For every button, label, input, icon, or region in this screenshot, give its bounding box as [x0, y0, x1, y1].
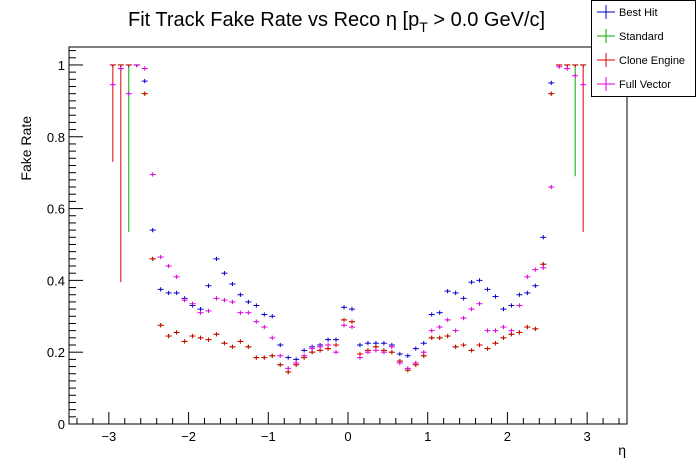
series-standard — [109, 64, 587, 375]
y-tick-label: 0.4 — [47, 273, 65, 288]
legend-label: Full Vector — [619, 79, 671, 91]
x-axis: −3 −2 −1 0 1 2 3 — [76, 412, 620, 444]
y-tick-label: 0.6 — [47, 202, 65, 217]
x-tick-label: 3 — [584, 429, 591, 444]
y-tick-label: 0.2 — [47, 345, 65, 360]
y-axis: 0 0.2 0.4 0.6 0.8 1 — [47, 50, 83, 432]
series-best-hit — [109, 64, 587, 362]
x-tick-label: −2 — [181, 429, 196, 444]
chart-title: Fit Track Fake Rate vs Reco η [pT > 0.0 … — [128, 9, 545, 35]
x-tick-label: 2 — [504, 429, 511, 444]
x-tick-label: 1 — [424, 429, 431, 444]
y-axis-title: Fake Rate — [18, 116, 34, 181]
y-tick-label: 0 — [58, 417, 65, 432]
legend-box — [591, 0, 696, 97]
x-tick-label: 0 — [344, 429, 351, 444]
x-axis-title: η — [618, 442, 626, 458]
series-full-vector — [109, 64, 587, 371]
legend-label: Best Hit — [619, 7, 658, 19]
x-tick-label: −3 — [101, 429, 116, 444]
y-tick-label: 1 — [58, 58, 65, 73]
legend-label: Standard — [619, 31, 664, 43]
data-series — [109, 64, 587, 375]
x-tick-label: −1 — [261, 429, 276, 444]
legend: Best Hit Standard Clone Engine Full Vector — [591, 0, 696, 97]
y-tick-label: 0.8 — [47, 130, 65, 145]
legend-label: Clone Engine — [619, 55, 685, 67]
series-clone-engine — [109, 64, 587, 375]
